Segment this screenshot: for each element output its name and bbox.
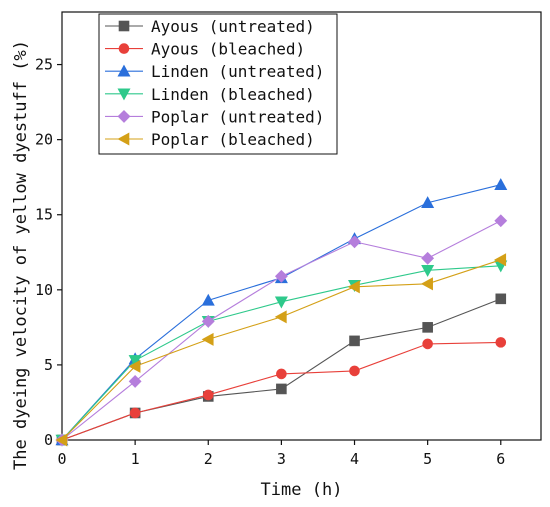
legend-label: Poplar (bleached) <box>151 130 315 149</box>
legend-label: Linden (untreated) <box>151 62 324 81</box>
x-tick-label: 5 <box>423 450 432 468</box>
x-tick-label: 3 <box>277 450 286 468</box>
legend-entry: Ayous (bleached) <box>105 40 305 59</box>
x-tick-label: 6 <box>496 450 505 468</box>
data-point <box>202 389 214 401</box>
y-axis-title: The dyeing velocity of yellow dyestuff (… <box>11 40 31 470</box>
y-tick-label: 20 <box>35 131 53 149</box>
data-point <box>201 332 214 346</box>
legend-entry: Linden (bleached) <box>105 85 315 104</box>
legend-marker <box>118 20 130 32</box>
data-point <box>128 375 142 388</box>
data-point <box>494 178 508 191</box>
legend-label: Ayous (bleached) <box>151 40 305 59</box>
legend-entry: Ayous (untreated) <box>105 17 315 36</box>
data-point <box>421 277 433 291</box>
data-point <box>276 368 287 380</box>
legend-box <box>98 13 338 155</box>
data-point <box>495 293 507 305</box>
legend-marker <box>117 88 131 101</box>
legend-label: Poplar (untreated) <box>151 107 324 126</box>
data-point <box>494 253 507 267</box>
data-point <box>129 407 141 419</box>
data-point <box>421 196 435 209</box>
data-point <box>274 296 288 309</box>
legend-label: Ayous (untreated) <box>151 17 315 36</box>
legend-label: Linden (bleached) <box>151 85 315 104</box>
x-tick-label: 4 <box>350 450 359 468</box>
plot-frame <box>61 11 542 441</box>
y-tick-label: 10 <box>35 281 53 299</box>
data-point <box>349 335 360 347</box>
x-tick-label: 1 <box>131 450 140 468</box>
x-axis-title: Time (h) <box>261 480 343 500</box>
series-line <box>61 259 501 441</box>
legend-marker <box>117 64 131 77</box>
series-3 <box>55 260 508 447</box>
series-4 <box>55 214 508 447</box>
legend-marker <box>117 132 130 146</box>
data-point <box>422 338 433 350</box>
x-tick-label: 2 <box>204 450 213 468</box>
series-line <box>61 265 501 441</box>
series-5 <box>55 253 507 447</box>
data-point <box>495 337 507 348</box>
data-point <box>349 365 360 377</box>
y-tick-label: 0 <box>44 431 53 449</box>
y-tick-label: 25 <box>35 56 53 74</box>
series-2 <box>55 178 508 446</box>
data-point <box>128 359 141 373</box>
legend: Ayous (untreated) Ayous (bleached) Linden … <box>98 13 338 155</box>
data-point <box>347 280 360 294</box>
data-point <box>421 265 435 277</box>
y-tick-label: 5 <box>44 356 53 374</box>
legend-entry: Poplar (bleached) <box>105 130 315 149</box>
legend-entry: Poplar (untreated) <box>105 107 324 126</box>
series-layer <box>55 178 508 447</box>
data-point <box>348 235 361 249</box>
y-tick-label: 15 <box>35 206 53 224</box>
data-point <box>494 214 508 228</box>
data-point <box>274 269 288 283</box>
data-point <box>274 310 287 324</box>
axes: 0 1 2 3 4 5 6 0 5 10 15 20 25 <box>35 11 542 468</box>
data-point <box>128 355 142 368</box>
series-line <box>61 184 501 441</box>
legend-entry: Linden (untreated) <box>105 62 324 81</box>
data-point <box>201 293 215 306</box>
data-point <box>421 251 435 265</box>
data-point <box>422 322 433 333</box>
data-point <box>276 383 287 395</box>
x-tick-label: 0 <box>57 450 66 468</box>
data-point <box>201 314 215 328</box>
series-line <box>61 220 502 441</box>
data-point <box>55 433 68 447</box>
legend-marker <box>117 109 131 123</box>
legend-marker <box>118 43 130 54</box>
